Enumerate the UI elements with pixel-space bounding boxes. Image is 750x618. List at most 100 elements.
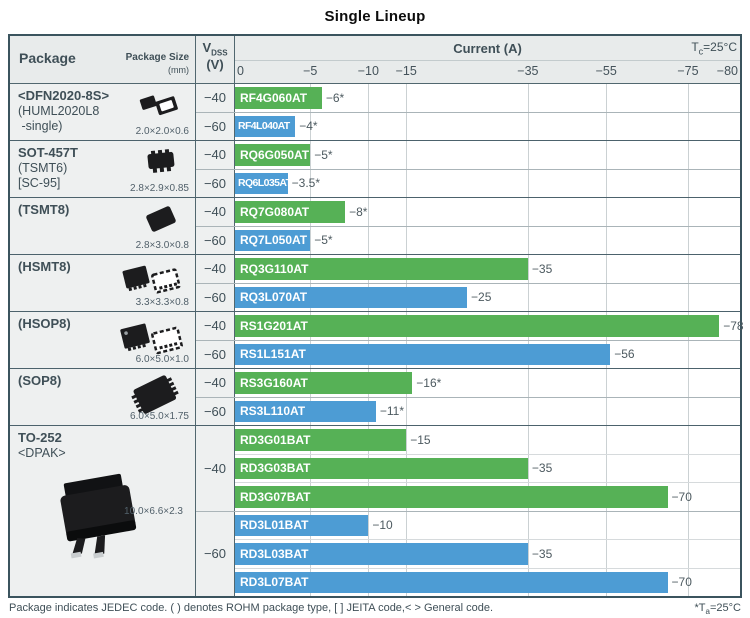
chart-rows: RS3L110AT −11* (235, 397, 740, 425)
gridline (687, 84, 689, 112)
gridline (406, 397, 408, 425)
axis-tick: −10 (357, 64, 379, 78)
package-name-line: SOT-457T (18, 145, 78, 160)
current-value: −5* (314, 233, 333, 248)
vdss-block: −40 RF4G060AT −6* (196, 84, 740, 112)
footer-note-row: Package indicates JEDEC code. ( ) denote… (8, 598, 742, 616)
current-value: −25 (471, 290, 492, 305)
current-value: −78 (723, 318, 744, 333)
package-group: TO-252 <DPAK> 10.0×6.6×2.3 −40 RD3G01BAT −15 R… (10, 425, 740, 596)
vdss-block: −40 RQ7G080AT −8* (196, 198, 740, 226)
gridline (527, 369, 529, 397)
gridline (406, 426, 408, 454)
chart-rows: RS1G201AT −78 (235, 312, 744, 340)
package-name: <DFN2020-8S> (HUML2020L8 -single) (10, 84, 195, 134)
vdss-block: −60 RQ7L050AT −5* (196, 225, 740, 254)
part-bar: RQ3L070AT (235, 286, 468, 308)
gridline (406, 511, 408, 539)
axis-tick-row: 0 −5 −10 −15 −35 −55 −75 −80 (235, 61, 740, 83)
gridline (606, 169, 608, 197)
vdss-block: −40 RQ3G110AT −35 (196, 255, 740, 283)
chart-rows: RD3G01BAT −15 RD3G03BAT −35 RD3G07BAT −70 (235, 426, 740, 511)
gridline (606, 397, 608, 425)
package-icon-tsmt8 (137, 201, 185, 237)
package-size: 6.0×5.0×1.0 (135, 354, 189, 365)
gridline (687, 568, 689, 596)
group-chart-area: −40 RS1G201AT −78 −60 RS1L151AT −56 (196, 312, 744, 368)
vdss-cell: −60 (196, 226, 235, 254)
vdss-block: −60 RD3L01BAT −10 RD3L03BAT −35 RD3L07BAT −70 (196, 510, 740, 596)
package-name-line: TO-252 (18, 430, 62, 445)
package-group: (HSMT8) 3.3×3.3×0.8 −40 RQ3G110AT −35 −60 RQ3L… (10, 254, 740, 311)
vdss-block: −40 RQ6G050AT −5* (196, 141, 740, 169)
vdss-cell: −40 (196, 369, 235, 397)
axis-tick: −35 (517, 64, 539, 78)
footer-note: Package indicates JEDEC code. ( ) denote… (9, 602, 494, 614)
vdss-cell: −60 (196, 340, 235, 368)
gridline (606, 283, 608, 311)
gridline (527, 426, 529, 454)
gridline (310, 141, 312, 169)
group-chart-area: −40 RQ3G110AT −35 −60 RQ3L070AT −25 (196, 255, 740, 311)
gridline (406, 198, 408, 226)
gridline (606, 112, 608, 140)
package-cell: SOT-457T (TSMT6) [SC-95] 2.8×2.9×0.85 (10, 141, 196, 197)
part-bar: RD3G07BAT (235, 486, 668, 508)
part-bar: RF4G060AT (235, 87, 322, 109)
gridline (406, 84, 408, 112)
package-icon-dfn2020 (133, 87, 185, 123)
current-value: −15 (410, 432, 431, 447)
chart-rows: RD3L01BAT −10 RD3L03BAT −35 RD3L07BAT −70 (235, 511, 740, 596)
vdss-cell: −60 (196, 283, 235, 311)
part-number: RS3L110AT (240, 404, 306, 419)
package-icon-to252 (36, 470, 162, 566)
package-name-line: (TSMT8) (18, 202, 70, 217)
gridline (606, 426, 608, 454)
current-value: −35 (531, 546, 553, 561)
package-group: (TSMT8) 2.8×3.0×0.8 −40 RQ7G080AT −8* −60 RQ7L… (10, 197, 740, 254)
vdss-cell: −40 (196, 198, 235, 226)
gridline (527, 540, 529, 568)
chart-rows: RF4G060AT −6* (235, 84, 740, 112)
chart-row: RS3G160AT −16* (235, 369, 740, 397)
part-number: RD3L03BAT (240, 546, 309, 561)
package-name-line: (HSOP8) (18, 316, 71, 331)
current-value: −6* (325, 90, 345, 105)
gridline (687, 169, 689, 197)
chart-rows: RQ3G110AT −35 (235, 255, 740, 283)
gridline (406, 141, 408, 169)
package-cell: (TSMT8) 2.8×3.0×0.8 (10, 198, 196, 254)
part-number: RS3G160AT (240, 375, 308, 390)
package-size: 2.0×2.0×0.6 (135, 126, 189, 137)
package-name-line: (SOP8) (18, 373, 62, 388)
vdss-block: −40 RS3G160AT −16* (196, 369, 740, 397)
part-bar: RD3G01BAT (235, 429, 407, 451)
gridline (527, 454, 529, 482)
current-value: −56 (614, 347, 635, 362)
package-cell: (HSOP8) 6.0×5.0×1.0 (10, 312, 196, 368)
chart-rows: RQ7G080AT −8* (235, 198, 740, 226)
gridline (406, 112, 408, 140)
part-number: RS1L151AT (240, 347, 306, 362)
part-bar: RQ6L035AT (235, 172, 292, 194)
gridline (687, 511, 689, 539)
package-size: 6.0×5.0×1.75 (130, 411, 189, 422)
gridline (687, 141, 689, 169)
chart-rows: RQ7L050AT −5* (235, 226, 740, 254)
part-bar: RS3G160AT (235, 372, 413, 394)
vdss-cell: −40 (196, 141, 235, 169)
chart-rows: RQ3L070AT −25 (235, 283, 740, 311)
chart-row: RQ7L050AT −5* (235, 226, 740, 254)
page-title: Single Lineup (324, 8, 426, 25)
chart-row: RF4G060AT −6* (235, 84, 740, 112)
current-value: −3.5* (291, 176, 321, 191)
package-icon-hsmt8 (121, 258, 185, 300)
gridline (368, 198, 370, 226)
package-cell: TO-252 <DPAK> 10.0×6.6×2.3 (10, 426, 196, 596)
axis-tick: −15 (395, 64, 417, 78)
current-value: −5* (314, 147, 333, 162)
gridline (310, 169, 312, 197)
gridline (687, 483, 689, 511)
vdss-cell: −60 (196, 511, 235, 596)
part-number: RS1G201AT (240, 318, 308, 333)
